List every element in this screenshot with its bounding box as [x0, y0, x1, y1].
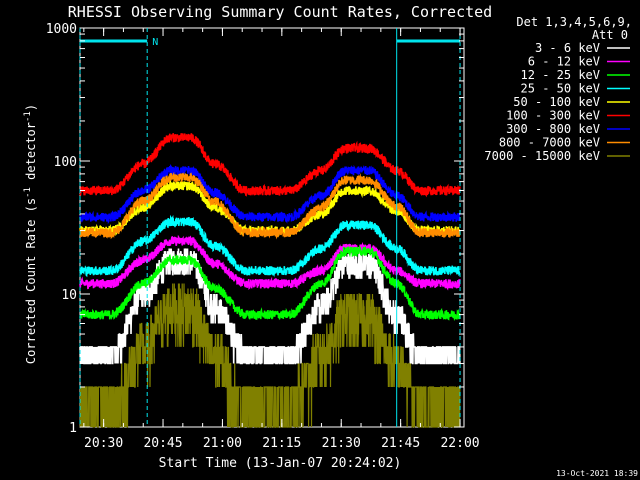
y-tick-label: 1000	[46, 22, 77, 37]
legend-label: 800 - 7000 keV	[499, 136, 600, 150]
x-tick-label: 21:30	[322, 436, 361, 451]
y-tick-label: 1	[69, 421, 77, 436]
y-axis-label: Corrected Count Rate (s-1 detector-1)	[23, 104, 38, 364]
x-tick-label: 22:00	[440, 436, 479, 451]
legend-label: 6 - 12 keV	[528, 55, 600, 69]
legend-label: 50 - 100 keV	[513, 95, 600, 109]
timestamp: 13-Oct-2021 18:39	[556, 469, 638, 478]
y-tick-label: 100	[54, 155, 77, 170]
y-tick-label: 10	[61, 288, 77, 303]
y-label-exp1: -1	[23, 187, 33, 198]
x-tick-label: 20:45	[143, 436, 182, 451]
night-overlay: N	[79, 28, 461, 427]
legend-label: 25 - 50 keV	[521, 82, 600, 96]
x-tick-label: 21:45	[381, 436, 420, 451]
x-tick-label: 20:30	[84, 436, 123, 451]
y-label-mid: detector	[24, 122, 38, 187]
legend-label: 100 - 300 keV	[506, 109, 600, 123]
x-axis-label: Start Time (13-Jan-07 20:24:02)	[159, 456, 402, 471]
axis-ticks: 20:30 20:45 21:00 21:15 21:30 21:45 22:00 1 10 10…	[46, 22, 480, 451]
series-line-5	[79, 133, 461, 198]
chart-title: RHESSI Observing Summary Count Rates, Co…	[68, 3, 492, 21]
legend-header-line1: Det 1,3,4,5,6,9,	[516, 15, 632, 29]
night-label: N	[152, 37, 158, 48]
x-tick-label: 21:00	[203, 436, 242, 451]
legend-label: 3 - 6 keV	[535, 41, 600, 55]
x-tick-label: 21:15	[262, 436, 301, 451]
series-line-7	[79, 171, 461, 240]
series-layer	[79, 133, 461, 428]
y-label-main: Corrected Count Rate (s	[24, 198, 38, 364]
y-label-end: )	[24, 104, 38, 111]
y-label-exp2: -1	[23, 111, 33, 122]
legend-label: 12 - 25 keV	[521, 68, 600, 82]
legend-label: 300 - 800 keV	[506, 122, 600, 136]
legend-header-line2: Att 0	[592, 28, 628, 42]
legend-label: 7000 - 15000 keV	[484, 149, 600, 163]
